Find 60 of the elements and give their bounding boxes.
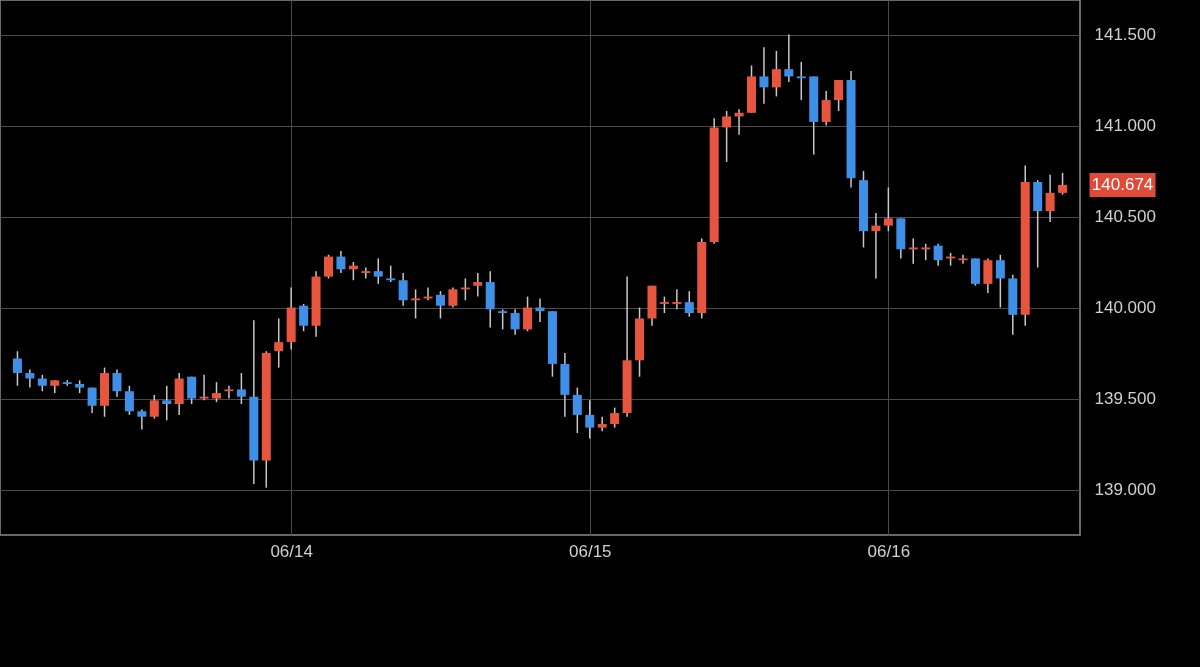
candlestick [187,375,197,405]
candlestick [908,237,918,265]
candlestick [510,308,520,336]
candlestick [498,308,508,331]
y-tick-label: 139.000 [1094,480,1156,500]
x-tick-label: 06/15 [568,541,612,561]
candlestick [597,415,607,433]
candlestick [672,288,682,311]
candlestick [199,374,209,402]
candlestick [933,243,943,267]
candlestick [236,372,246,405]
y-tick-label: 141.500 [1094,25,1156,45]
candlestick [212,381,222,403]
candlestick [435,290,445,320]
candlestick [336,250,346,274]
candlestick [821,90,831,127]
candlestick [983,257,993,294]
candlestick [796,61,806,101]
candlestick [149,394,159,420]
candlestick [112,368,122,398]
candlestick [771,50,781,98]
candlestick [958,254,968,265]
candlestick [784,33,794,83]
candlestick [299,303,309,332]
candlestick [572,386,582,434]
candlestick [523,295,533,332]
candlestick [62,379,72,387]
candlestick [224,385,234,400]
candlestick [883,186,893,232]
annotation: 140.674 [1091,174,1154,194]
y-tick-label: 140.000 [1094,298,1156,318]
candlestick [25,368,35,389]
candlestick [684,290,694,318]
candlestick [1045,173,1055,223]
candlestick [759,46,769,105]
y-tick-label: 140.500 [1094,207,1156,227]
candlestick [871,212,881,280]
candlestick [585,399,595,440]
x-tick-label: 06/16 [867,541,911,561]
candlestick [473,272,483,298]
candlestick [124,385,134,416]
candlestick [87,386,97,414]
candlestick [323,254,333,280]
candlestick [274,317,284,369]
candlestick [610,406,620,429]
candlestick [373,257,383,285]
y-tick-label: 141.000 [1094,116,1156,136]
candlestick [995,254,1005,309]
y-tick-label: 139.500 [1094,389,1156,409]
candlestick [448,286,458,309]
candlestick [834,79,844,112]
candlestick [1058,172,1068,196]
candlestick [162,385,172,422]
x-tick-label: 06/14 [270,541,313,561]
candlestick [361,266,371,280]
candlestick [137,408,147,431]
candlestick [722,110,732,163]
candlestick [12,350,22,387]
candlestick [411,288,421,320]
candlestick [398,272,408,307]
